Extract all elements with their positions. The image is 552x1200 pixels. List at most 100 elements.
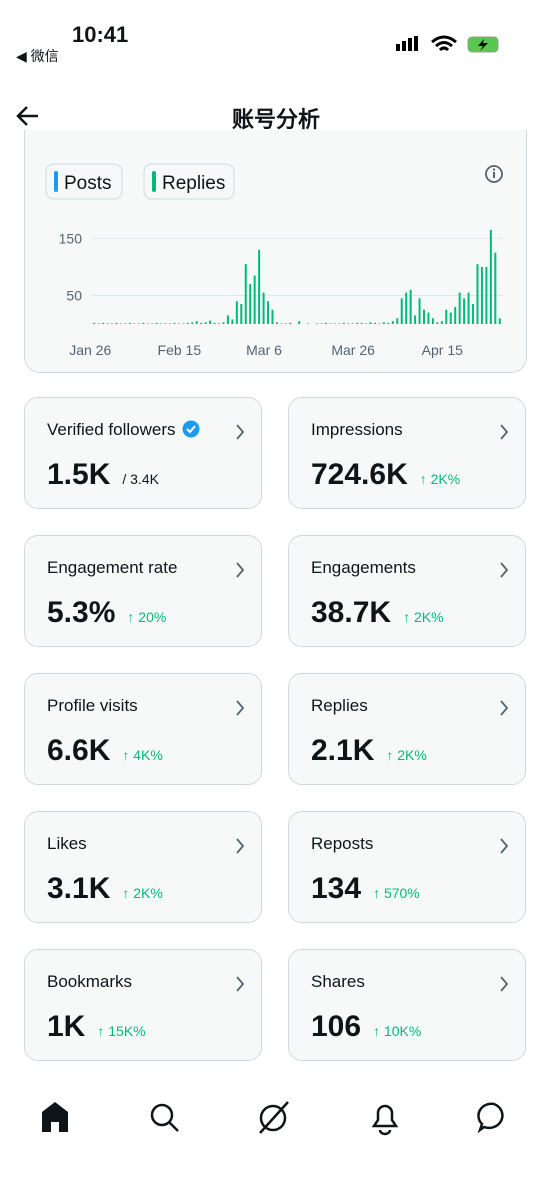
bar bbox=[431, 318, 434, 324]
bar bbox=[449, 312, 452, 324]
metric-card[interactable]: Bookmarks 1K ↑ 15K% bbox=[24, 949, 262, 1061]
chart: Posts Replies 50 150 Jan 26 Feb 15 Mar 6 Mar 26… bbox=[45, 163, 503, 358]
metric-value: 5.3% ↑ 20% bbox=[47, 596, 166, 630]
bar bbox=[409, 289, 412, 324]
bar bbox=[485, 266, 488, 324]
metric-title: Bookmarks bbox=[47, 972, 133, 991]
search-tab[interactable] bbox=[150, 1103, 179, 1132]
notifications-tab[interactable] bbox=[371, 1104, 399, 1136]
metric-title: Reposts bbox=[311, 834, 374, 853]
legend-label: Replies bbox=[162, 173, 225, 194]
bar bbox=[177, 323, 180, 324]
bar bbox=[128, 322, 131, 324]
bar bbox=[200, 322, 203, 324]
bar bbox=[436, 322, 439, 324]
metric-card[interactable]: Impressions 724.6K ↑ 2K% bbox=[288, 397, 526, 509]
metric-card[interactable]: Profile visits 6.6K ↑ 4K% bbox=[24, 673, 262, 785]
back-app[interactable]: ◀ 微信 bbox=[16, 48, 59, 64]
bar bbox=[102, 322, 105, 324]
bar bbox=[191, 322, 194, 324]
metric-card[interactable]: Reposts 134 ↑ 570% bbox=[288, 811, 526, 923]
bar bbox=[280, 323, 283, 324]
chevron bbox=[500, 424, 509, 440]
metric-change: ↑ 20% bbox=[127, 609, 167, 625]
x-tick-label: Apr 15 bbox=[422, 342, 463, 358]
metric-change: ↑ 570% bbox=[373, 885, 420, 901]
bar bbox=[480, 266, 483, 324]
metric-value-text: 724.6K bbox=[311, 458, 408, 491]
metric-change: ↑ 10K% bbox=[373, 1023, 422, 1039]
legend-box bbox=[45, 163, 123, 200]
bar bbox=[289, 322, 292, 324]
bar bbox=[298, 321, 301, 324]
bar bbox=[186, 322, 189, 324]
bar bbox=[262, 292, 265, 324]
metric-value: 38.7K ↑ 2K% bbox=[311, 596, 444, 630]
bar bbox=[440, 321, 443, 324]
y-tick-label: 50 bbox=[66, 287, 82, 303]
bar bbox=[240, 304, 243, 324]
metric-change: ↑ 2K% bbox=[386, 747, 427, 763]
messages-tab[interactable] bbox=[477, 1102, 504, 1134]
bar bbox=[137, 323, 140, 324]
bar bbox=[133, 323, 136, 324]
metric-title: Shares bbox=[311, 972, 365, 991]
chevron bbox=[500, 838, 509, 854]
metric-change: / 3.4K bbox=[122, 471, 159, 487]
info-circle bbox=[485, 165, 503, 183]
metric-value-text: 5.3% bbox=[47, 596, 116, 629]
verified-badge bbox=[182, 420, 200, 438]
chevron bbox=[500, 562, 509, 578]
metric-title: Profile visits bbox=[47, 696, 138, 715]
bar bbox=[423, 309, 426, 324]
bar bbox=[173, 322, 176, 324]
bar bbox=[222, 322, 225, 324]
bar bbox=[146, 323, 149, 324]
x-tick-label: Mar 6 bbox=[246, 342, 282, 358]
info-icon bbox=[485, 165, 503, 183]
metric-value: 3.1K ↑ 2K% bbox=[47, 872, 163, 906]
back-button[interactable] bbox=[14, 102, 42, 130]
x-tick-label: Feb 15 bbox=[158, 342, 202, 358]
bar bbox=[106, 323, 109, 324]
metric-value-text: 106 bbox=[311, 1010, 362, 1043]
chevron bbox=[236, 838, 245, 854]
metric-card[interactable]: Shares 106 ↑ 10K% bbox=[288, 949, 526, 1061]
bar bbox=[124, 323, 127, 324]
bar bbox=[267, 301, 270, 324]
metric-change: ↑ 2K% bbox=[419, 471, 461, 487]
bar bbox=[489, 229, 492, 324]
metric-card[interactable]: Engagement rate 5.3% ↑ 20% bbox=[24, 535, 262, 647]
chevron bbox=[236, 700, 245, 716]
grok-tab[interactable] bbox=[259, 1101, 289, 1134]
bar bbox=[244, 264, 247, 324]
bar bbox=[476, 264, 479, 324]
metric-card[interactable]: Engagements 38.7K ↑ 2K% bbox=[288, 535, 526, 647]
bar bbox=[342, 322, 345, 324]
metric-value-text: 3.1K bbox=[47, 872, 111, 905]
bar bbox=[209, 320, 212, 324]
legend-box bbox=[143, 163, 235, 200]
bar bbox=[360, 322, 363, 324]
legend-item[interactable]: Posts bbox=[45, 163, 123, 200]
metric-value: 724.6K ↑ 2K% bbox=[311, 458, 460, 492]
bar bbox=[329, 323, 332, 324]
bar bbox=[284, 323, 287, 324]
bar bbox=[373, 322, 376, 324]
bar bbox=[231, 319, 234, 324]
x-tick-label: Mar 26 bbox=[331, 342, 375, 358]
metric-value-text: 134 bbox=[311, 872, 362, 905]
home-tab[interactable] bbox=[42, 1102, 68, 1132]
metric-card[interactable]: Verified followers 1.5K / 3.4K bbox=[24, 397, 262, 509]
metric-card[interactable]: Replies 2.1K ↑ 2K% bbox=[288, 673, 526, 785]
bar bbox=[324, 322, 327, 324]
bar bbox=[97, 323, 100, 324]
info-dot bbox=[493, 172, 495, 178]
metric-value: 6.6K ↑ 4K% bbox=[47, 734, 163, 768]
metric-title: Likes bbox=[47, 834, 87, 853]
metric-card[interactable]: Likes 3.1K ↑ 2K% bbox=[24, 811, 262, 923]
status-icons bbox=[396, 35, 499, 53]
bar bbox=[235, 301, 238, 324]
legend-item[interactable]: Replies bbox=[143, 163, 235, 200]
